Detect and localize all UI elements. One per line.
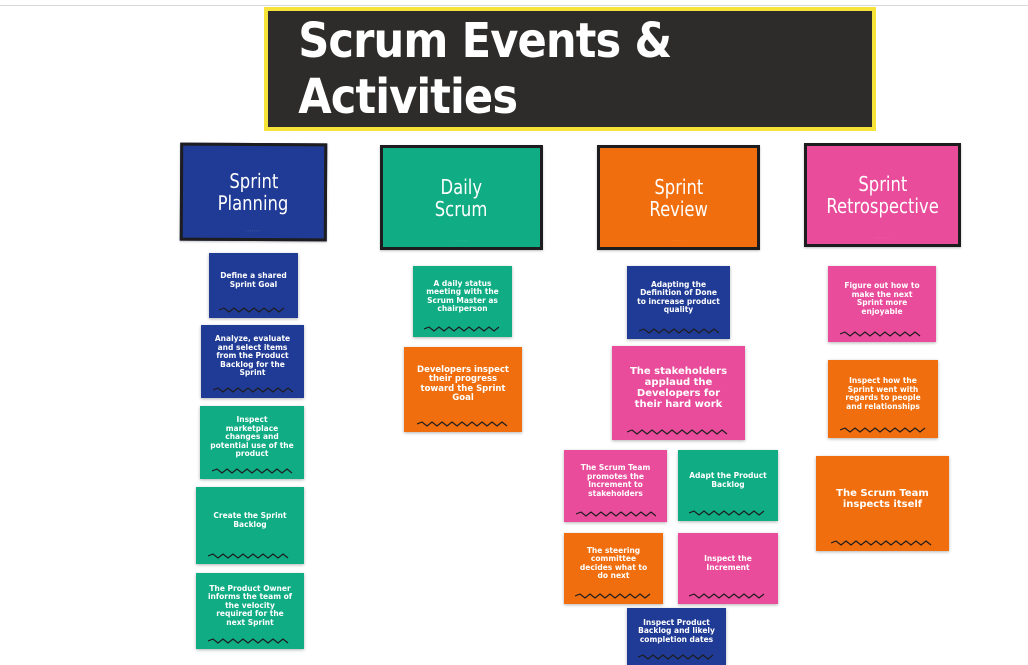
header-sprint-review[interactable]: Sprint Review · · · · · · · · <box>597 145 760 250</box>
squiggle-icon <box>612 429 745 435</box>
note-text: The steering committee decides what to d… <box>579 545 648 580</box>
board-title: Scrum Events & Activities <box>264 7 876 131</box>
note-text: The Scrum Team promotes the Increment to… <box>580 463 651 498</box>
sticky-note[interactable]: Developers inspect their progress toward… <box>404 347 522 432</box>
squiggle-icon <box>564 593 663 599</box>
sticky-note[interactable]: The Scrum Team promotes the Increment to… <box>564 450 667 522</box>
sticky-note[interactable]: The Product Owner informs the team of th… <box>196 573 304 649</box>
top-divider <box>0 5 1028 6</box>
header-title-line2: Planning <box>218 190 289 216</box>
note-text: Adapt the Product Backlog <box>689 471 767 489</box>
squiggle-icon <box>413 326 512 332</box>
header-sprint-planning[interactable]: Sprint Planning · · · · · · · · <box>179 142 328 242</box>
sticky-note[interactable]: Inspect marketplace changes and potentia… <box>200 406 304 479</box>
header-title-line1: Sprint <box>229 168 279 194</box>
squiggle-icon <box>196 553 304 559</box>
note-text: The Product Owner informs the team of th… <box>207 583 293 627</box>
sticky-note[interactable]: Inspect the Increment <box>678 533 778 604</box>
header-sprint-retrospective[interactable]: Sprint Retrospective · · · · · · · · <box>804 143 961 247</box>
squiggle-icon <box>564 511 667 517</box>
squiggle-icon <box>209 307 298 313</box>
squiggle-icon <box>196 638 304 644</box>
note-text: The Scrum Team inspects itself <box>836 487 929 510</box>
sticky-note[interactable]: Adapting the Definition of Done to incre… <box>627 266 730 339</box>
sticky-note[interactable]: The Scrum Team inspects itself <box>816 456 949 551</box>
header-title-line1: Sprint <box>858 172 907 196</box>
note-text: Figure out how to make the next Sprint m… <box>844 281 920 316</box>
note-text: Create the Sprint Backlog <box>213 511 287 529</box>
header-title-line2: Scrum <box>435 196 488 221</box>
squiggle-icon <box>678 593 778 599</box>
page-title: Scrum Events & Activities <box>298 13 672 125</box>
note-text: Analyze, evaluate and select items from … <box>214 334 291 378</box>
sticky-note[interactable]: Create the Sprint Backlog <box>196 487 304 564</box>
squiggle-icon <box>200 468 304 474</box>
squiggle-icon <box>627 654 726 660</box>
sticky-note[interactable]: Inspect how the Sprint went with regards… <box>828 360 938 438</box>
sticky-note[interactable]: The stakeholders applaud the Developers … <box>612 346 745 440</box>
squiggle-icon <box>816 540 949 546</box>
sticky-note[interactable]: A daily status meeting with the Scrum Ma… <box>413 266 512 337</box>
note-text: Define a shared Sprint Goal <box>220 271 287 289</box>
sticky-note[interactable]: The steering committee decides what to d… <box>564 533 663 604</box>
note-text: Inspect the Increment <box>704 554 752 572</box>
sticky-note[interactable]: Inspect Product Backlog and likely compl… <box>627 608 726 665</box>
header-title-line1: Daily <box>440 174 483 199</box>
note-text: Inspect how the Sprint went with regards… <box>845 376 921 411</box>
note-text: Inspect marketplace changes and potentia… <box>210 415 294 459</box>
sticky-note[interactable]: Adapt the Product Backlog <box>678 450 778 521</box>
squiggle-icon <box>828 427 938 433</box>
squiggle-icon <box>627 328 730 334</box>
header-title-line1: Sprint <box>654 174 703 199</box>
note-text: The stakeholders applaud the Developers … <box>629 366 728 410</box>
header-daily-scrum[interactable]: Daily Scrum · · · · · · · · <box>380 145 543 250</box>
sticky-note[interactable]: Analyze, evaluate and select items from … <box>201 325 304 398</box>
note-text: Inspect Product Backlog and likely compl… <box>638 617 715 644</box>
note-text: Developers inspect their progress toward… <box>417 364 509 403</box>
note-text: Adapting the Definition of Done to incre… <box>637 279 720 314</box>
squiggle-icon <box>678 510 778 516</box>
header-title-line2: Review <box>649 196 708 221</box>
sticky-note[interactable]: Define a shared Sprint Goal <box>209 253 298 318</box>
header-title-line2: Retrospective <box>826 194 939 218</box>
squiggle-icon <box>828 331 936 337</box>
squiggle-icon <box>404 421 522 427</box>
note-text: A daily status meeting with the Scrum Ma… <box>426 278 499 313</box>
squiggle-icon <box>201 387 304 393</box>
sticky-note[interactable]: Figure out how to make the next Sprint m… <box>828 266 936 342</box>
